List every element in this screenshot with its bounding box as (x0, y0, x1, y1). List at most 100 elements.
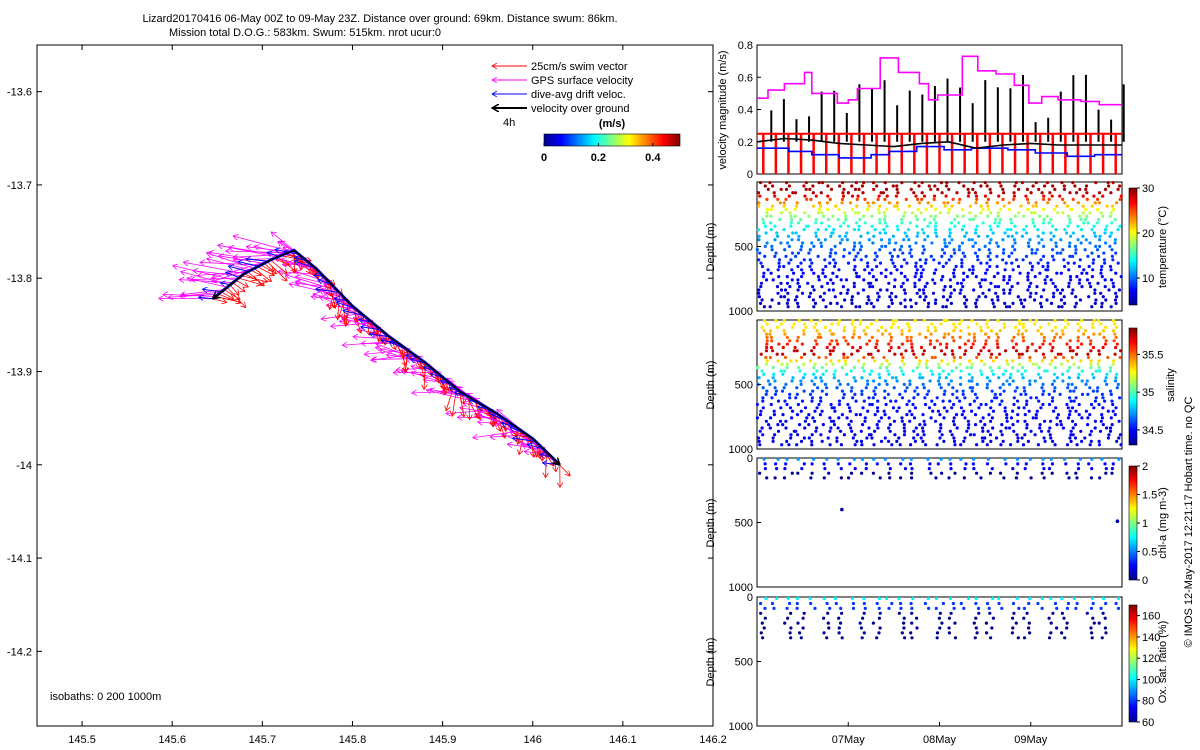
profile-dot (870, 214, 874, 218)
profile-dot (936, 409, 941, 413)
profile-dot (912, 416, 917, 420)
profile-dot (883, 457, 887, 461)
profile-dot (901, 457, 905, 461)
profile-dot (922, 349, 927, 353)
profile-dot (1061, 379, 1065, 383)
profile-dot (1091, 325, 1095, 329)
profile-dot (974, 275, 978, 279)
profile-dot (924, 207, 928, 212)
profile-dot (1011, 379, 1015, 383)
profile-dot (1090, 636, 1094, 640)
profile-dot (890, 291, 894, 295)
profile-dot (997, 601, 1001, 606)
profile-dot (854, 305, 858, 309)
map-x-tick-label: 145.7 (249, 734, 277, 746)
profile-dot (1036, 228, 1040, 232)
profile-dot (917, 288, 922, 292)
profile-dot (852, 248, 856, 252)
profile-dot (833, 369, 837, 373)
profile-dot (936, 187, 940, 191)
profile-dot (807, 214, 811, 218)
profile-dot (955, 191, 959, 195)
profile-dot (845, 238, 850, 242)
profile-dot (808, 596, 812, 601)
profile-dot (999, 471, 1003, 475)
profile-dot (987, 335, 991, 339)
speed-colorbar-ticks: 0 0.2 0.4 (541, 143, 661, 164)
profile-dot (890, 376, 895, 380)
profile-dot (994, 217, 998, 222)
profile-dot (835, 439, 839, 443)
profile-dot (1074, 251, 1078, 255)
profile-dot (893, 352, 897, 356)
profile-dot (1072, 596, 1076, 601)
profile-dot (933, 325, 937, 329)
profile-dot (881, 191, 886, 195)
profile-dot (1036, 234, 1040, 238)
profile-dot (1001, 439, 1005, 443)
profile-dot (1050, 194, 1054, 198)
profile-dot (968, 402, 972, 407)
profile-dot (1085, 278, 1090, 282)
profile-dot (1030, 251, 1034, 255)
profile-dot (938, 436, 942, 440)
profile-dot (1070, 406, 1075, 410)
profile-dot (1013, 389, 1017, 393)
profile-dot (1049, 436, 1053, 440)
profile-dot (789, 611, 793, 615)
legend-scale-label: 4h (503, 117, 515, 129)
profile-dot (1114, 291, 1118, 295)
profile-dot (1104, 471, 1108, 475)
profile-dot (789, 224, 793, 228)
profile-dot (777, 301, 781, 305)
profile-dot (1028, 596, 1032, 601)
profile-dot (1101, 423, 1105, 427)
profile-dot (1027, 621, 1031, 625)
profile-dot (905, 413, 909, 417)
profile-dot (855, 439, 859, 443)
profile-dot (800, 342, 804, 346)
profile-dot (1091, 261, 1095, 265)
profile-dot (1025, 402, 1029, 407)
profile-dot (1028, 295, 1032, 299)
profile-dot (902, 214, 906, 218)
profile-dot (1065, 443, 1070, 447)
profile-dot (885, 359, 889, 363)
profile-dot (782, 228, 786, 232)
map-axes-frame (36, 44, 714, 727)
profile-dot (951, 197, 955, 201)
profile-dot (799, 409, 803, 413)
profile-dot (922, 291, 926, 295)
profile-dot (974, 201, 978, 205)
profile-dot (1049, 231, 1053, 235)
profile-dot (974, 601, 978, 606)
profile-dot (773, 433, 777, 437)
profile-dot (985, 234, 990, 238)
profile-dot (1078, 457, 1082, 461)
profile-dot (842, 335, 846, 339)
profile-dot (1018, 322, 1022, 326)
profile-dot (1002, 322, 1007, 326)
profile-dot (875, 601, 879, 606)
profile-dot (909, 457, 913, 461)
profile-dot (795, 295, 799, 299)
profile-dot (1078, 278, 1082, 282)
profile-dot (889, 335, 893, 339)
velocity-y-tick-label: 0 (747, 169, 753, 181)
profile-dot (1099, 291, 1103, 295)
profile-dot (1112, 359, 1116, 363)
profile-dot (832, 258, 836, 262)
profile-dot (1084, 329, 1088, 333)
profile-dot (758, 413, 763, 417)
profile-dot (775, 352, 779, 356)
drift-velocity-arrow (369, 334, 390, 337)
profile-dot (757, 295, 762, 299)
profile-dot (924, 335, 928, 339)
profile-dot (974, 228, 978, 232)
profile-dot (839, 278, 843, 282)
profile-dot (981, 439, 985, 443)
profile-dot (1071, 197, 1075, 201)
profile-dot (991, 359, 996, 363)
profile-dot (966, 325, 970, 329)
profile-dot (780, 389, 785, 393)
